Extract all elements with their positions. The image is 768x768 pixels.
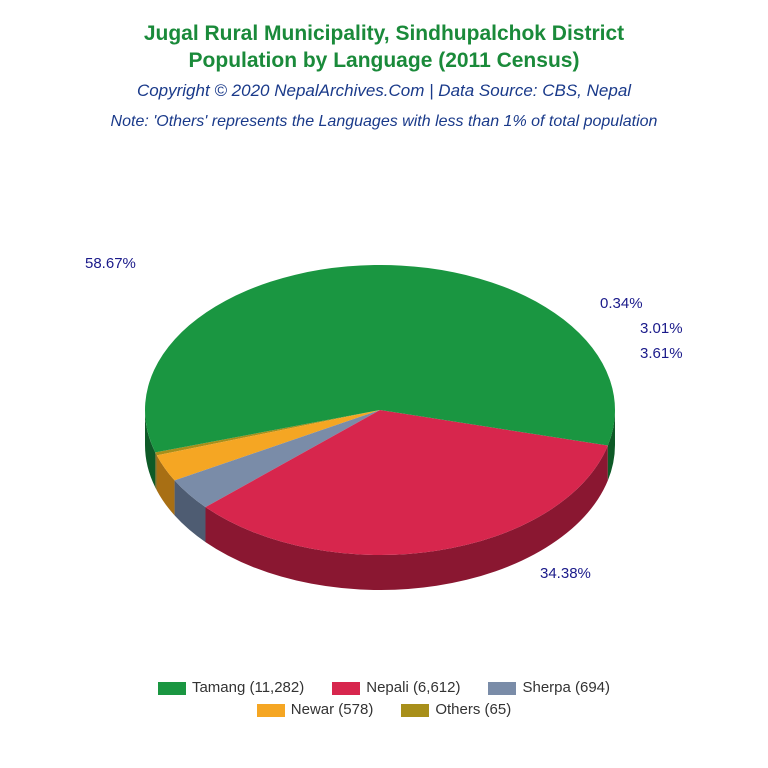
legend-swatch	[488, 682, 516, 695]
pie-label: 3.61%	[640, 345, 683, 362]
legend-item: Sherpa (694)	[488, 679, 610, 696]
pie-label: 58.67%	[85, 255, 136, 272]
pie-label: 3.01%	[640, 320, 683, 337]
legend-item: Newar (578)	[257, 701, 374, 718]
title-line1: Jugal Rural Municipality, Sindhupalchok …	[0, 20, 768, 47]
legend-row: Tamang (11,282) Nepali (6,612) Sherpa (694…	[0, 679, 768, 697]
pie-label: 34.38%	[540, 565, 591, 582]
pie-svg	[0, 160, 768, 600]
legend-swatch	[401, 704, 429, 717]
legend-item: Nepali (6,612)	[332, 679, 460, 696]
legend-item: Others (65)	[401, 701, 511, 718]
pie-chart: 58.67% 34.38% 3.61% 3.01% 0.34%	[0, 160, 768, 600]
title-block: Jugal Rural Municipality, Sindhupalchok …	[0, 0, 768, 131]
legend-row: Newar (578) Others (65)	[0, 701, 768, 719]
legend-swatch	[332, 682, 360, 695]
pie-label: 0.34%	[600, 295, 643, 312]
title-line2: Population by Language (2011 Census)	[0, 47, 768, 74]
legend: Tamang (11,282) Nepali (6,612) Sherpa (694…	[0, 675, 768, 723]
legend-swatch	[158, 682, 186, 695]
legend-swatch	[257, 704, 285, 717]
note: Note: 'Others' represents the Languages …	[0, 113, 768, 131]
legend-item: Tamang (11,282)	[158, 679, 304, 696]
copyright: Copyright © 2020 NepalArchives.Com | Dat…	[0, 81, 768, 101]
